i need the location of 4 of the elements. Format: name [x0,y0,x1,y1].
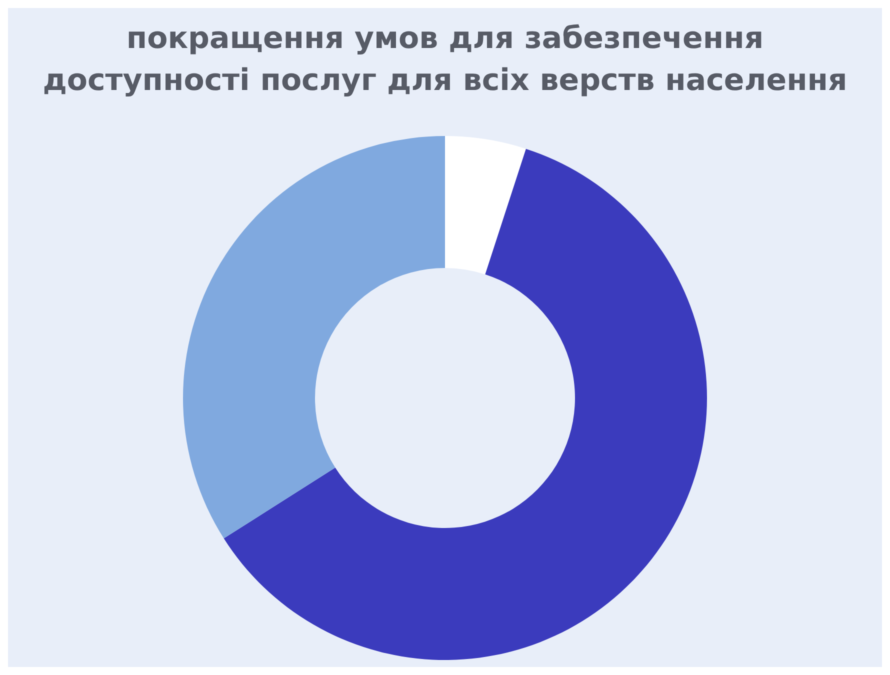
chart-title: покращення умов для забезпечення доступності послуг для всіх верств населення [42,21,848,98]
donut-slice [184,136,445,538]
donut-slice [445,136,526,274]
donut-slice [224,148,707,660]
